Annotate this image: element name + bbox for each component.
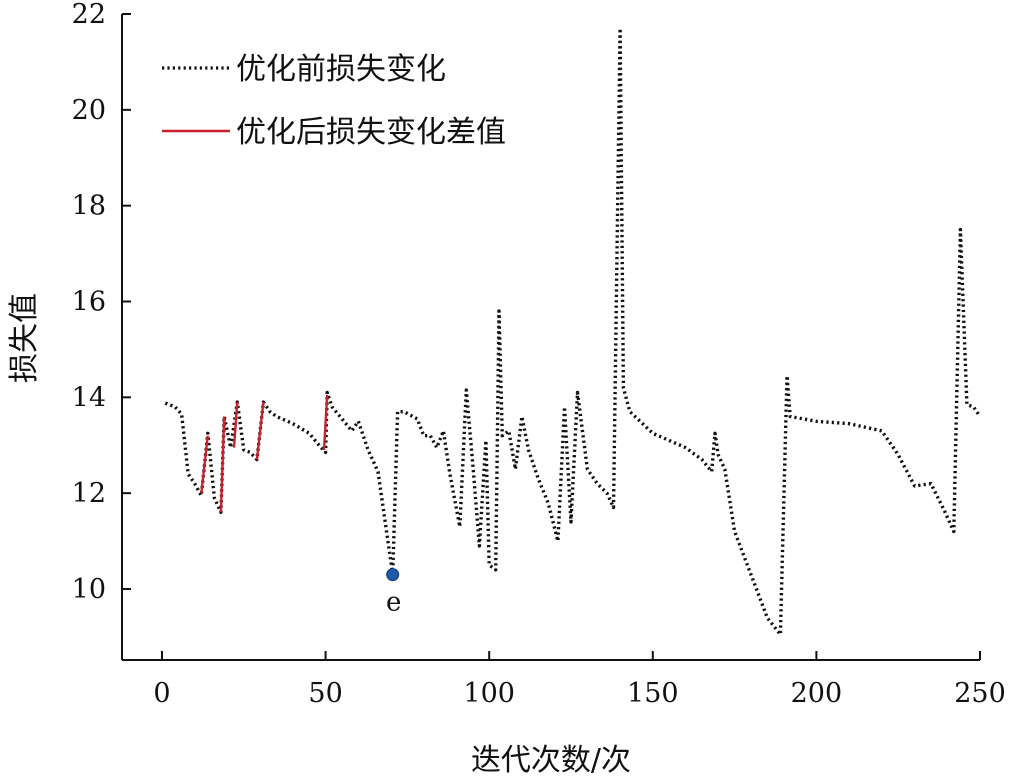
y-tick-label: 14 <box>72 382 106 413</box>
y-tick-label: 18 <box>72 191 106 222</box>
x-tick-label: 250 <box>954 678 1006 709</box>
series-layer <box>164 26 982 637</box>
axes: 10 12 14 16 18 20 22 0 50 100 150 200 250 <box>72 0 1006 709</box>
annotation-layer: e <box>386 568 401 618</box>
y-tick-label: 12 <box>72 478 106 509</box>
annotation-label: e <box>386 588 401 618</box>
series-segment-after-2 <box>232 402 239 448</box>
x-tick-label: 100 <box>463 678 515 709</box>
x-tick-label: 0 <box>153 678 170 709</box>
legend-label-before: 优化前损失变化 <box>236 52 446 87</box>
x-tick-label: 50 <box>308 678 342 709</box>
series-segment-after-4 <box>322 394 329 451</box>
y-tick-label: 10 <box>72 574 106 605</box>
x-tick-label: 150 <box>627 678 679 709</box>
y-tick-label: 20 <box>72 95 106 126</box>
series-segment-after-0 <box>200 435 209 494</box>
y-axis-title: 损失值 <box>7 293 42 383</box>
series-segment-after-3 <box>255 401 265 460</box>
legend: 优化前损失变化 优化后损失变化差值 <box>162 52 506 150</box>
x-tick-label: 200 <box>791 678 843 709</box>
legend-label-after: 优化后损失变化差值 <box>236 115 506 150</box>
y-tick-label: 16 <box>72 287 106 318</box>
x-axis-title: 迭代次数/次 <box>471 743 631 778</box>
series-segment-after-1 <box>219 416 226 513</box>
annotation-marker <box>386 568 400 582</box>
y-tick-label: 22 <box>72 0 106 30</box>
